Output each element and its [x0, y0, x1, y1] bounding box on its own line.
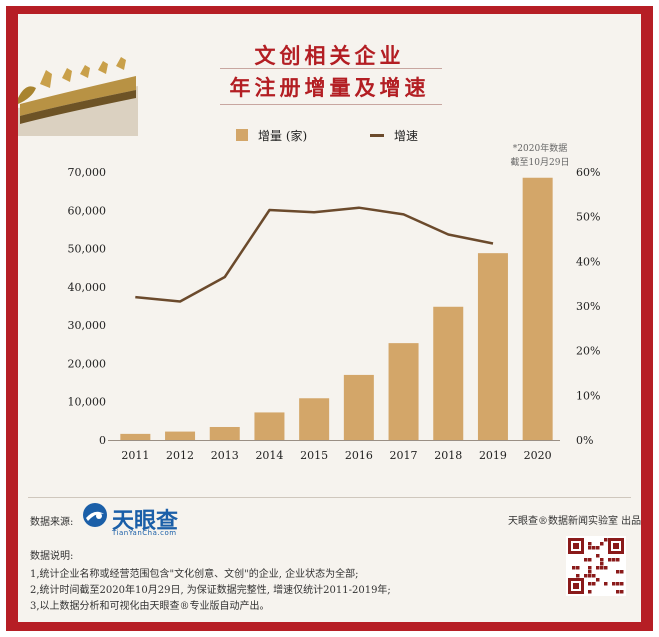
x-tick-label: 2011: [121, 449, 149, 462]
legend-line-label: 增速: [394, 129, 419, 143]
y-right-tick-label: 0%: [576, 434, 593, 447]
qr-code-icon: [566, 536, 626, 596]
x-tick-label: 2012: [166, 449, 194, 462]
note-item: 3,以上数据分析和可视化由天眼查®专业版自动产出。: [30, 601, 270, 612]
y-right-tick-label: 50%: [576, 211, 600, 224]
y-right-tick-label: 30%: [576, 300, 600, 313]
data-note-line1: *2020年数据: [512, 144, 568, 154]
x-tick-label: 2019: [479, 449, 507, 462]
note-item: 2,统计时间截至2020年10月29日, 为保证数据完整性, 增速仅统计2011…: [30, 585, 391, 596]
bar: [299, 398, 330, 440]
title-divider-bottom: [220, 104, 442, 105]
y-left-tick-label: 40,000: [68, 281, 107, 294]
y-right-tick-label: 20%: [576, 345, 600, 358]
bar: [343, 374, 374, 440]
palace-roof-illustration: [18, 57, 138, 136]
note-item: 1,统计企业名称或经营范围包含"文化创意、文创"的企业, 企业状态为全部;: [30, 569, 359, 580]
y-left-tick-label: 70,000: [68, 166, 107, 179]
chart-title-line2: 年注册增量及增速: [229, 75, 430, 100]
x-tick-label: 2013: [211, 449, 239, 462]
bar: [165, 431, 196, 440]
y-left-tick-label: 20,000: [68, 357, 107, 370]
notes-title: 数据说明:: [30, 551, 74, 562]
x-tick-label: 2020: [524, 449, 552, 462]
brand-domain: TianYanCha.com: [112, 529, 177, 537]
legend-line: 增速: [370, 127, 418, 144]
y-left-tick-label: 10,000: [68, 396, 107, 409]
legend-bar-label: 增量 (家): [258, 129, 308, 143]
tianyancha-logo-icon: [83, 503, 107, 527]
bar: [477, 253, 508, 440]
legend-bar: 增量 (家): [236, 127, 307, 144]
y-left-tick-label: 0: [99, 434, 106, 447]
chart-title-line1: 文创相关企业: [254, 43, 405, 68]
legend-bar-swatch: [236, 129, 248, 141]
bar: [433, 306, 464, 440]
producer-credit: 天眼查®数据新闻实验室 出品: [508, 516, 642, 527]
title-divider: [220, 68, 442, 69]
y-left-tick-label: 30,000: [68, 319, 107, 332]
x-tick-label: 2017: [390, 449, 418, 462]
x-tick-label: 2016: [345, 449, 373, 462]
growth-rate-line: [135, 206, 494, 303]
growth-chart: 0 10,000 20,000 30,000 40,000 50,000 60,000 70,…: [68, 166, 601, 462]
x-tick-label: 2018: [434, 449, 462, 462]
legend-line-swatch: [370, 134, 384, 137]
bar: [254, 412, 285, 440]
data-note: *2020年数据 截至10月29日: [500, 142, 580, 170]
y-left-tick-label: 60,000: [68, 204, 107, 217]
brand-name: 天眼查: [112, 509, 179, 534]
bar: [522, 177, 553, 440]
x-tick-label: 2015: [300, 449, 328, 462]
bar: [388, 343, 419, 440]
bar: [120, 433, 151, 440]
source-label: 数据来源:: [30, 517, 74, 528]
y-right-tick-label: 60%: [576, 166, 600, 179]
bar: [209, 426, 240, 440]
footer-divider: [28, 497, 631, 498]
data-note-line2: 截至10月29日: [510, 158, 570, 168]
y-right-tick-label: 40%: [576, 255, 600, 268]
y-left-tick-label: 50,000: [68, 243, 107, 256]
y-right-tick-label: 10%: [576, 389, 600, 402]
x-tick-label: 2014: [255, 449, 283, 462]
